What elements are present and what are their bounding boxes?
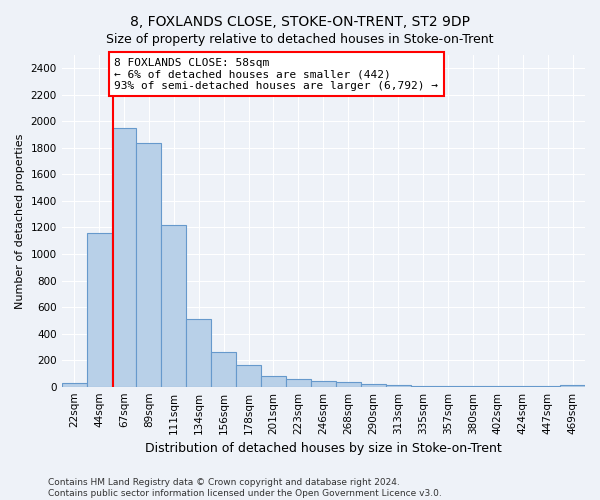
Bar [261, 376, 286, 386]
Text: 8 FOXLANDS CLOSE: 58sqm
← 6% of detached houses are smaller (442)
93% of semi-de: 8 FOXLANDS CLOSE: 58sqm ← 6% of detached… [115, 58, 439, 91]
Bar [386, 385, 410, 386]
Bar [186, 319, 211, 386]
Bar [86, 234, 112, 386]
Bar [336, 382, 361, 386]
Bar [311, 382, 336, 386]
Text: Contains HM Land Registry data © Crown copyright and database right 2024.
Contai: Contains HM Land Registry data © Crown c… [48, 478, 442, 498]
Bar [136, 142, 161, 386]
Bar [62, 384, 86, 386]
Bar [361, 384, 386, 386]
Bar [236, 366, 261, 386]
Bar [560, 384, 585, 386]
Bar [112, 128, 136, 386]
Bar [211, 352, 236, 386]
Text: Size of property relative to detached houses in Stoke-on-Trent: Size of property relative to detached ho… [106, 32, 494, 46]
Y-axis label: Number of detached properties: Number of detached properties [15, 133, 25, 308]
X-axis label: Distribution of detached houses by size in Stoke-on-Trent: Distribution of detached houses by size … [145, 442, 502, 455]
Bar [286, 380, 311, 386]
Bar [161, 226, 186, 386]
Text: 8, FOXLANDS CLOSE, STOKE-ON-TRENT, ST2 9DP: 8, FOXLANDS CLOSE, STOKE-ON-TRENT, ST2 9… [130, 15, 470, 29]
